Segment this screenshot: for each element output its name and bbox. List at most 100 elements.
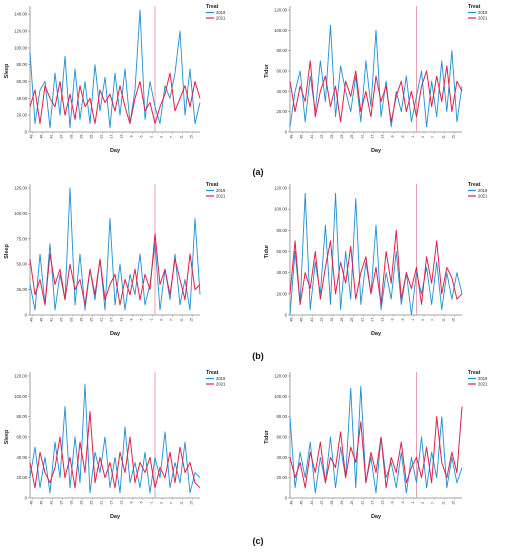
- c-right-x-tick-label: 3: [421, 502, 425, 504]
- b-left-x-axis-title: Day: [110, 331, 121, 337]
- b-right-x-axis-title: Day: [371, 331, 382, 337]
- b-left-y-tick-label: 75.00: [17, 236, 28, 241]
- a-left-y-tick-label: 100.00: [14, 45, 27, 50]
- a-right-y-tick-label: 60.00: [277, 69, 288, 74]
- b-left-x-tick-label: 3: [160, 319, 164, 321]
- c-left-legend-label-2021: 2021: [216, 382, 226, 387]
- c-right-x-tick-label: -37: [320, 500, 324, 505]
- c-left-x-tick-label: -49: [30, 500, 34, 505]
- b-right-x-tick-label: -33: [330, 317, 334, 322]
- b-right-y-tick-label: 80.00: [277, 228, 288, 233]
- a-right-x-tick-label: -29: [340, 134, 344, 139]
- b-right-x-tick-label: -45: [300, 317, 304, 322]
- c-left-x-tick-label: -41: [50, 500, 54, 505]
- b-right-x-tick-label: -37: [320, 317, 324, 322]
- a-right-x-tick-label: 11: [441, 135, 445, 139]
- a-left-x-tick-label: -49: [30, 134, 34, 139]
- c-left-legend-title: Treat: [206, 370, 219, 376]
- c-right-x-tick-label: 11: [441, 501, 445, 505]
- a-right-legend-label-2021: 2021: [478, 16, 488, 21]
- b-right-x-tick-label: -49: [290, 317, 294, 322]
- b-right-x-tick-label: -13: [381, 317, 385, 322]
- c-left-x-tick-label: -9: [130, 501, 134, 504]
- b-left-series-2021-line: [29, 233, 201, 306]
- b-left-x-tick-label: 11: [180, 318, 184, 322]
- a-left-y-tick-label: 80.00: [17, 62, 28, 67]
- b-right-x-tick-label: -17: [370, 317, 374, 322]
- a-right-x-tick-label: -1: [411, 135, 415, 138]
- a-left-y-tick-label: 20.00: [17, 113, 28, 118]
- a-right-x-tick-label: -49: [290, 134, 294, 139]
- c-right-y-tick-label: 100.00: [274, 394, 287, 399]
- b-right-y-tick-label: 60.00: [277, 249, 288, 254]
- a-right-x-tick-label: -33: [330, 134, 334, 139]
- c-right-legend-label-2019: 2019: [478, 376, 488, 381]
- b-right-y-tick-label: 100.00: [274, 207, 287, 212]
- a-left-x-tick-label: -45: [40, 134, 44, 139]
- a-left-x-tick-label: 15: [190, 135, 194, 139]
- b-left-x-tick-label: -49: [30, 317, 34, 322]
- a-right-x-tick-label: 15: [451, 135, 455, 139]
- b-right-y-axis-title: Tidur: [264, 244, 270, 259]
- b-right-legend-label-2019: 2019: [478, 188, 488, 193]
- a-right-x-tick-label: -17: [370, 134, 374, 139]
- c-left-y-tick-label: 20.00: [17, 475, 28, 480]
- b-left-x-tick-label: -33: [70, 317, 74, 322]
- b-right-x-tick-label: -9: [391, 318, 395, 321]
- a-right-x-tick-label: -21: [360, 134, 364, 139]
- c-left-y-tick-label: 40.00: [17, 455, 28, 460]
- c-right-y-tick-label: 80.00: [277, 414, 288, 419]
- b-right-y-tick-label: 20.00: [277, 291, 288, 296]
- b-left-legend-label-2019: 2019: [216, 188, 226, 193]
- c-left-x-tick-label: -17: [110, 500, 114, 505]
- b-left-x-tick-label: 15: [190, 318, 194, 322]
- b-left-y-axis-title: Sleep: [4, 244, 10, 259]
- b-right-legend-label-2021: 2021: [478, 194, 488, 199]
- c-left-legend-label-2019: 2019: [216, 376, 226, 381]
- b-left-y-tick-label: 125.00: [14, 186, 27, 191]
- a-right-legend-label-2019: 2019: [478, 10, 488, 15]
- a-right-x-tick-label: -9: [391, 135, 395, 138]
- c-right-x-tick-label: -49: [290, 500, 294, 505]
- a-left-y-tick-label: 60.00: [17, 79, 28, 84]
- c-right-y-tick-label: 0: [285, 496, 288, 501]
- a-left-y-tick-label: 120.00: [14, 29, 27, 34]
- c-left-series-2019-line: [29, 383, 201, 494]
- a-left-x-tick-label: -13: [120, 134, 124, 139]
- c-right-legend-label-2021: 2021: [478, 382, 488, 387]
- b-left-y-tick-label: 100.00: [14, 211, 27, 216]
- a-left-y-tick-label: 140.00: [14, 12, 27, 17]
- c-right-series-2021-line: [289, 406, 463, 489]
- c-left-series-2021-line: [29, 411, 201, 489]
- b-right-x-tick-label: -21: [360, 317, 364, 322]
- c-right-x-tick-label: -45: [300, 500, 304, 505]
- a-right-x-tick-label: -13: [381, 134, 385, 139]
- b-left-x-tick-label: -41: [50, 317, 54, 322]
- c-right-x-tick-label: -29: [340, 500, 344, 505]
- a-left-x-tick-label: -33: [70, 134, 74, 139]
- a-right-y-tick-label: 120.00: [274, 8, 287, 13]
- b-right-x-tick-label: -5: [401, 318, 405, 321]
- b-left-x-tick-label: -1: [150, 318, 154, 321]
- a-left-y-tick-label: 0: [25, 130, 28, 135]
- a-right-x-tick-label: -25: [350, 134, 354, 139]
- b-left-x-tick-label: -37: [60, 317, 64, 322]
- a-right-x-tick-label: -5: [401, 135, 405, 138]
- c-right-y-tick-label: 120.00: [274, 374, 287, 379]
- c-left-x-tick-label: -29: [80, 500, 84, 505]
- c-right-x-tick-label: 7: [431, 502, 435, 504]
- a-left-y-tick-label: 40.00: [17, 96, 28, 101]
- row-label-c: (c): [253, 536, 264, 546]
- b-left-x-tick-label: -17: [110, 317, 114, 322]
- a-left-x-tick-label: -1: [150, 135, 154, 138]
- a-left-x-tick-label: 11: [180, 135, 184, 139]
- b-right-legend-title: Treat: [468, 182, 481, 188]
- c-right-x-tick-label: -13: [381, 500, 385, 505]
- a-right-x-tick-label: -41: [310, 134, 314, 139]
- a-left-series-2019-line: [29, 9, 201, 129]
- c-left-x-tick-label: -5: [140, 501, 144, 504]
- c-left-x-axis-title: Day: [110, 514, 121, 520]
- a-right-y-axis-title: Tidur: [264, 63, 270, 78]
- a-left-x-tick-label: -37: [60, 134, 64, 139]
